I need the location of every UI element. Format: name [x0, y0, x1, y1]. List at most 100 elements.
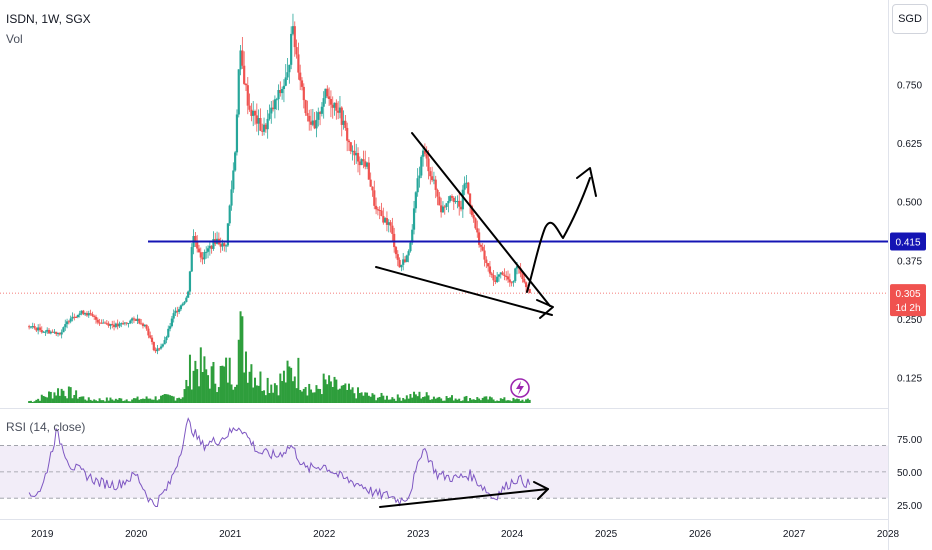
candle-body [306, 113, 309, 116]
volume-bar [290, 367, 293, 403]
candle [501, 270, 504, 276]
candle [320, 102, 323, 117]
volume-bar [66, 398, 69, 403]
candle [420, 155, 423, 179]
candle-body [286, 72, 289, 78]
candle [304, 99, 307, 116]
volume-bar [275, 385, 278, 403]
candle-body [465, 182, 468, 184]
candle-body [514, 268, 517, 282]
volume-bar [416, 396, 419, 403]
candle-body [188, 271, 192, 292]
candle [154, 347, 157, 354]
volume-bar [445, 396, 448, 403]
candle-body [190, 247, 193, 272]
candle-body [458, 200, 461, 207]
volume-bar [190, 389, 193, 403]
symbol-legend[interactable]: ISDN, 1W, SGX [6, 12, 91, 26]
candle-body [103, 322, 107, 324]
candle [483, 244, 486, 267]
candle [143, 324, 146, 328]
candle-body [123, 322, 127, 324]
candle [436, 188, 439, 206]
candle [468, 193, 472, 214]
volume-bar [501, 398, 504, 403]
candle [282, 79, 286, 103]
volume-bar [237, 339, 240, 403]
volume-bar [69, 387, 72, 403]
candle [385, 211, 389, 232]
candle [199, 247, 202, 263]
volume-bar [76, 398, 79, 403]
volume-bar [172, 396, 175, 403]
candle-body [481, 246, 484, 251]
volume-bar [38, 400, 41, 403]
candle-body [528, 288, 531, 294]
candle-body [42, 331, 45, 333]
volume-bar [413, 391, 416, 403]
volume-bar [366, 392, 369, 403]
candle [528, 288, 531, 294]
candle [185, 295, 188, 303]
volume-bar [94, 400, 97, 403]
volume-bar [349, 389, 352, 403]
candle-body [508, 279, 511, 283]
candle [223, 242, 226, 252]
candle [170, 315, 173, 328]
volume-bar [179, 398, 182, 403]
candle-body [208, 245, 211, 249]
volume-bar [53, 392, 56, 403]
candle-body [203, 252, 206, 260]
currency-button[interactable]: SGD [892, 4, 928, 34]
candle-body [44, 331, 47, 333]
candle-body [82, 310, 85, 315]
candle-body [230, 189, 233, 206]
candle-body [374, 205, 378, 210]
candle [302, 83, 305, 109]
candle-body [221, 243, 224, 247]
trendline-lower [375, 266, 553, 316]
candle-body [459, 206, 463, 210]
volume-bar [422, 396, 425, 403]
candle [299, 64, 302, 91]
candle-body [416, 178, 419, 193]
volume-bar [470, 399, 473, 403]
candle [203, 249, 206, 265]
candle [485, 256, 488, 269]
candle-body [270, 107, 273, 114]
volume-bar [48, 391, 51, 403]
candle [421, 147, 425, 167]
volume-bar [438, 396, 441, 403]
candle-body [463, 183, 466, 190]
candle-body [252, 110, 255, 116]
candle-body [197, 248, 201, 253]
price-axis-tick: 0.375 [897, 256, 922, 267]
volume-bar [329, 381, 332, 403]
volume-bar [49, 391, 52, 403]
candle-body [125, 322, 128, 324]
candle-body [490, 273, 493, 275]
candle [255, 103, 258, 132]
volume-bar [311, 392, 314, 403]
candle [391, 217, 394, 242]
candle [454, 196, 457, 204]
candle-body [168, 326, 172, 329]
candle-body [111, 323, 114, 325]
candle-body [449, 196, 452, 202]
volume-bar [456, 399, 459, 403]
candle [384, 217, 387, 223]
volume-bar [185, 379, 188, 403]
candle [246, 77, 249, 115]
candle-body [364, 161, 367, 167]
candle [449, 195, 452, 203]
candle-body [152, 341, 155, 351]
rsi-legend[interactable]: RSI (14, close) [6, 420, 86, 434]
volume-legend[interactable]: Vol [6, 32, 23, 46]
candle [178, 306, 181, 315]
candle [264, 122, 267, 133]
candle [467, 181, 470, 195]
candle [107, 321, 110, 328]
volume-bar [369, 396, 372, 403]
